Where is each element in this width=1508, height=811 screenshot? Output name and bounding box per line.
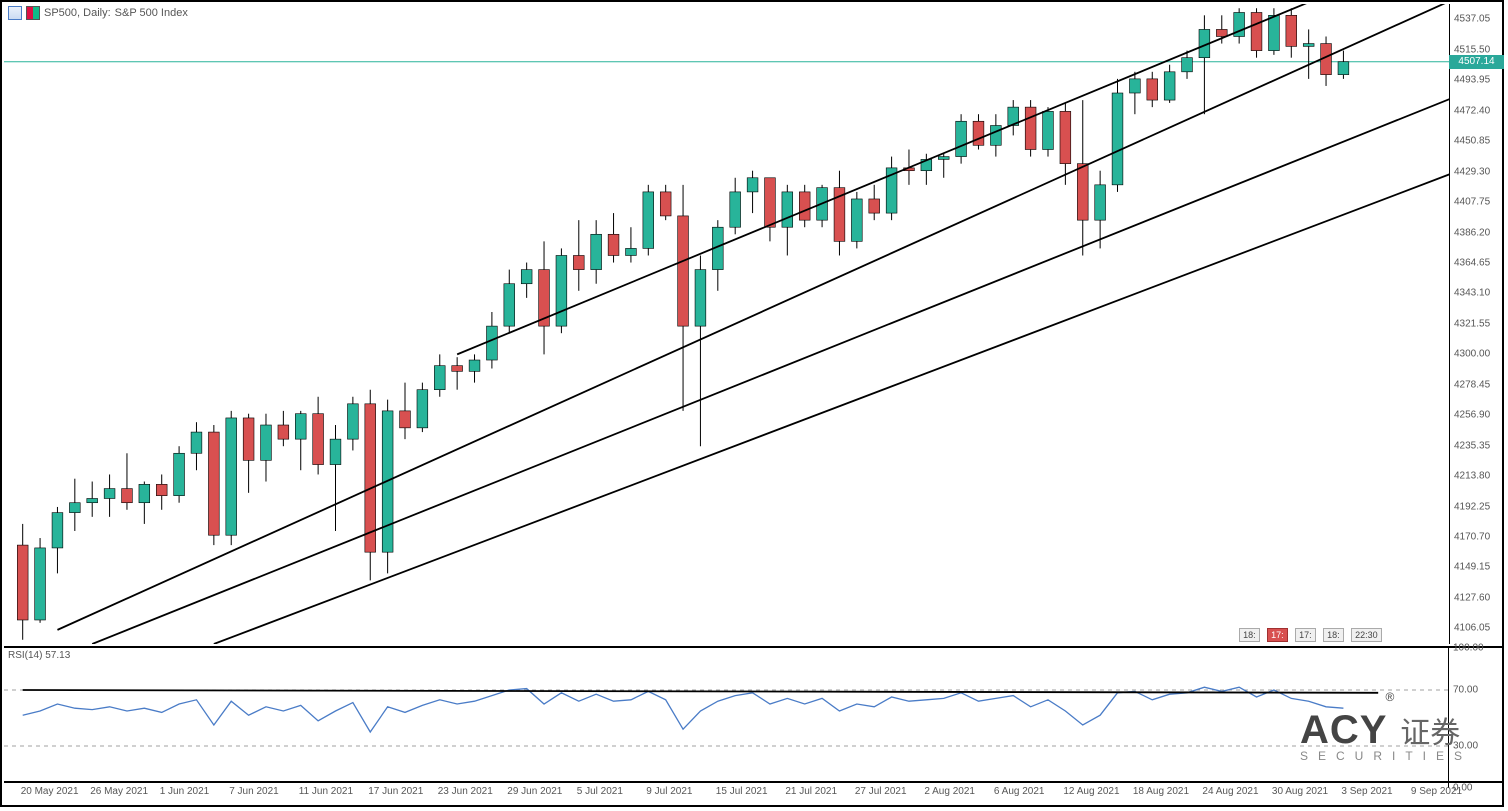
- price-axis-tick: 4170.70: [1454, 532, 1490, 543]
- price-axis-tick: 4493.95: [1454, 75, 1490, 86]
- time-axis-tick: 5 Jul 2021: [577, 786, 623, 797]
- time-axis-tick: 9 Jul 2021: [646, 786, 692, 797]
- time-axis-tick: 29 Jun 2021: [507, 786, 562, 797]
- window-icon: [8, 6, 22, 20]
- time-axis-tick: 7 Jun 2021: [229, 786, 279, 797]
- watermark-reg: ®: [1385, 690, 1394, 704]
- time-axis-tick: 15 Jul 2021: [716, 786, 768, 797]
- symbol-text: SP500, Daily:: [44, 7, 111, 19]
- price-axis-tick: 4300.00: [1454, 349, 1490, 360]
- price-svg: [4, 4, 1449, 644]
- price-axis-tick: 4213.80: [1454, 471, 1490, 482]
- price-axis-tick: 4149.15: [1454, 562, 1490, 573]
- watermark-brand: ACY: [1300, 708, 1387, 753]
- countdown-box: 18:: [1239, 628, 1260, 642]
- current-price-badge: 4507.14: [1449, 55, 1504, 69]
- time-axis-tick: 3 Sep 2021: [1341, 786, 1392, 797]
- price-axis-tick: 4256.90: [1454, 410, 1490, 421]
- time-axis-tick: 23 Jun 2021: [438, 786, 493, 797]
- rsi-panel: RSI(14) 57.13 0.0030.0070.00100.00: [4, 646, 1504, 786]
- symbol-header: SP500, Daily: S&P 500 Index: [8, 6, 188, 20]
- countdown-box: 22:30: [1351, 628, 1382, 642]
- price-axis-tick: 4106.05: [1454, 623, 1490, 634]
- time-axis-tick: 30 Aug 2021: [1272, 786, 1328, 797]
- chart-type-icon: [26, 6, 40, 20]
- price-axis-tick: 4192.25: [1454, 501, 1490, 512]
- rsi-axis-tick: 70.00: [1453, 685, 1478, 696]
- price-axis-tick: 4127.60: [1454, 592, 1490, 603]
- price-panel: SP500, Daily: S&P 500 Index 4106.05 4127.…: [4, 4, 1504, 644]
- time-axis-tick: 27 Jul 2021: [855, 786, 907, 797]
- chart-frame: SP500, Daily: S&P 500 Index 4106.05 4127.…: [0, 0, 1504, 807]
- price-scale: 4106.05 4127.60 4149.15 4170.70 4192.25 4213.…: [1449, 4, 1504, 644]
- price-axis-tick: 4407.75: [1454, 197, 1490, 208]
- price-axis-tick: 4537.05: [1454, 14, 1490, 25]
- time-axis-tick: 1 Jun 2021: [160, 786, 210, 797]
- time-axis-tick: 9 Sep 2021: [1411, 786, 1462, 797]
- price-axis-tick: 4278.45: [1454, 379, 1490, 390]
- symbol-desc: S&P 500 Index: [115, 7, 188, 19]
- price-axis-tick: 4429.30: [1454, 166, 1490, 177]
- countdown-box: 18:: [1323, 628, 1344, 642]
- time-axis-tick: 20 May 2021: [21, 786, 79, 797]
- countdown-box: 17:: [1267, 628, 1288, 642]
- time-axis: 20 May 2021 26 May 2021 1 Jun 2021 7 Jun 20…: [4, 781, 1504, 803]
- countdown-box: 17:: [1295, 628, 1316, 642]
- time-axis-tick: 24 Aug 2021: [1202, 786, 1258, 797]
- time-axis-tick: 17 Jun 2021: [368, 786, 423, 797]
- time-axis-tick: 11 Jun 2021: [299, 786, 353, 797]
- watermark-cn: 证券: [1400, 708, 1460, 752]
- price-axis-tick: 4472.40: [1454, 105, 1490, 116]
- price-axis-tick: 4386.20: [1454, 227, 1490, 238]
- rsi-axis-tick: 100.00: [1453, 643, 1484, 654]
- time-axis-tick: 21 Jul 2021: [785, 786, 837, 797]
- rsi-label: RSI(14) 57.13: [8, 650, 70, 661]
- price-axis-tick: 4364.65: [1454, 258, 1490, 269]
- acy-watermark: ACY®证券 SECURITIES: [1300, 708, 1472, 763]
- price-axis-tick: 4343.10: [1454, 288, 1490, 299]
- time-axis-tick: 2 Aug 2021: [924, 786, 975, 797]
- rsi-svg: [4, 648, 1449, 788]
- time-axis-tick: 6 Aug 2021: [994, 786, 1045, 797]
- price-chart-area[interactable]: [4, 4, 1449, 644]
- price-axis-tick: 4450.85: [1454, 136, 1490, 147]
- rsi-chart-area[interactable]: [4, 648, 1449, 788]
- price-axis-tick: 4321.55: [1454, 318, 1490, 329]
- time-axis-tick: 18 Aug 2021: [1133, 786, 1189, 797]
- time-axis-tick: 12 Aug 2021: [1063, 786, 1119, 797]
- price-axis-tick: 4235.35: [1454, 440, 1490, 451]
- time-axis-tick: 26 May 2021: [90, 786, 148, 797]
